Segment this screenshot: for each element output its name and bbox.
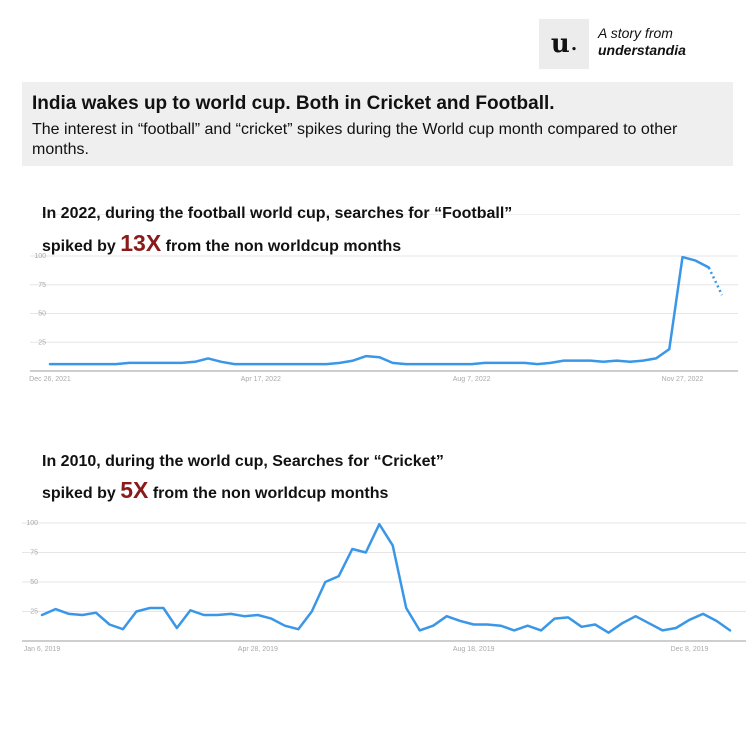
chart2-xtick-label: Dec 8, 2019 bbox=[671, 646, 709, 653]
chart1-heading-line2: spiked by 13X from the non worldcup mont… bbox=[42, 230, 401, 257]
chart1-xtick-label: Apr 17, 2022 bbox=[241, 376, 281, 383]
chart2-multiplier: 5X bbox=[120, 477, 149, 503]
brand-logo: u. bbox=[539, 19, 589, 69]
chart1-series-line-partial bbox=[707, 266, 724, 296]
page-subtitle: The interest in “football” and “cricket”… bbox=[32, 121, 678, 158]
chart2-series-line bbox=[40, 522, 732, 634]
chart1-multiplier: 13X bbox=[120, 230, 162, 256]
chart2-heading-post: from the non worldcup months bbox=[148, 485, 389, 502]
chart2-ytick-label: 25 bbox=[30, 609, 38, 616]
chart2-xtick-label: Jan 6, 2019 bbox=[24, 646, 61, 653]
chart2-ytick-label: 75 bbox=[30, 550, 38, 557]
chart2-heading-line1: In 2010, during the world cup, Searches … bbox=[42, 453, 444, 470]
chart1-ytick-label: 50 bbox=[38, 311, 46, 318]
chart1-ytick-label: 75 bbox=[38, 282, 46, 289]
chart2-heading-pre: spiked by bbox=[42, 485, 121, 502]
chart1-ytick-label: 100 bbox=[34, 253, 46, 260]
chart1-heading-post: from the non worldcup months bbox=[161, 238, 402, 255]
brand: u. A story from understandia bbox=[539, 19, 686, 69]
chart1-series-line bbox=[48, 255, 711, 366]
brand-tagline: A story from bbox=[598, 25, 673, 41]
chart1-ytick-label: 25 bbox=[38, 339, 46, 346]
chart2-heading-line2: spiked by 5X from the non worldcup month… bbox=[42, 477, 388, 504]
chart1-xtick-label: Aug 7, 2022 bbox=[453, 376, 491, 383]
chart2-xtick-label: Apr 28, 2019 bbox=[238, 646, 278, 653]
chart2-ytick-label: 50 bbox=[30, 579, 38, 586]
chart1-xtick-label: Dec 26, 2021 bbox=[29, 376, 71, 383]
chart1-xtick-label: Nov 27, 2022 bbox=[662, 376, 704, 383]
chart1-heading-pre: spiked by bbox=[42, 238, 121, 255]
header-panel: India wakes up to world cup. Both in Cri… bbox=[22, 82, 733, 166]
divider bbox=[40, 214, 740, 215]
chart2-ytick-label: 100 bbox=[26, 520, 38, 527]
brand-name: understandia bbox=[598, 42, 686, 58]
chart1-heading-line1: In 2022, during the football world cup, … bbox=[42, 205, 513, 222]
brand-text: A story from understandia bbox=[598, 25, 686, 59]
page-title: India wakes up to world cup. Both in Cri… bbox=[32, 93, 555, 114]
chart2-xtick-label: Aug 18, 2019 bbox=[453, 646, 495, 653]
